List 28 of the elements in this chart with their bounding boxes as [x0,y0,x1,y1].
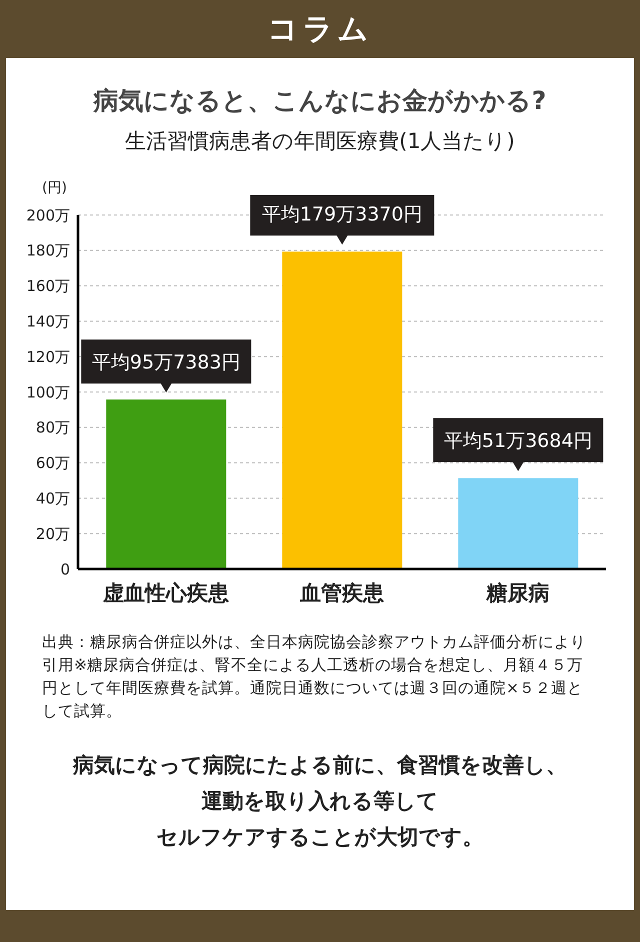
y-axis-title: (円) [42,179,68,196]
y-tick-label: 180万 [26,242,70,260]
text: 運動を取り入れる等して [200,788,440,815]
source-note: 出典：糖尿病合併症以外は、全日本病院協会診察アウトカム評価分析により引用※糖尿病合併症は、腎不全による人工透析の場合を想定し、月額４５万円として年間医療費を試算。通院日通数については週３回の通院×５２週として試算。 [42,632,587,722]
y-tick-label: 80万 [36,418,70,437]
data-label: 平均95万7383円 [92,352,240,374]
text: 病気になって病院にたよる前に、食習慣を改善し、 [72,752,568,779]
text: セルフケアすることが大切です。 [156,824,484,851]
x-tick-label: 血管疾患 [299,580,385,605]
y-tick-label: 0 [60,560,70,578]
data-label: 平均51万3684円 [444,430,592,452]
x-tick-label: 糖尿病 [486,580,550,605]
y-tick-label: 100万 [26,383,70,402]
text: コラム [266,10,374,48]
bar [282,252,402,569]
bar [458,478,578,569]
bar [106,400,226,569]
y-tick-label: 20万 [36,524,70,543]
y-tick-label: 140万 [26,312,70,331]
y-tick-label: 160万 [26,277,70,296]
data-label: 平均179万3370円 [262,204,422,226]
y-tick-label: 60万 [36,454,70,472]
y-tick-label: 40万 [36,490,70,508]
chart-subtitle: 生活習慣病患者の年間医療費(1人当たり) [124,128,516,155]
y-tick-label: 200万 [26,206,70,224]
x-tick-label: 虚血性心疾患 [102,580,230,605]
y-tick-label: 120万 [26,348,70,366]
chart-title: 病気になると、こんなにお金がかかる? [92,85,548,117]
